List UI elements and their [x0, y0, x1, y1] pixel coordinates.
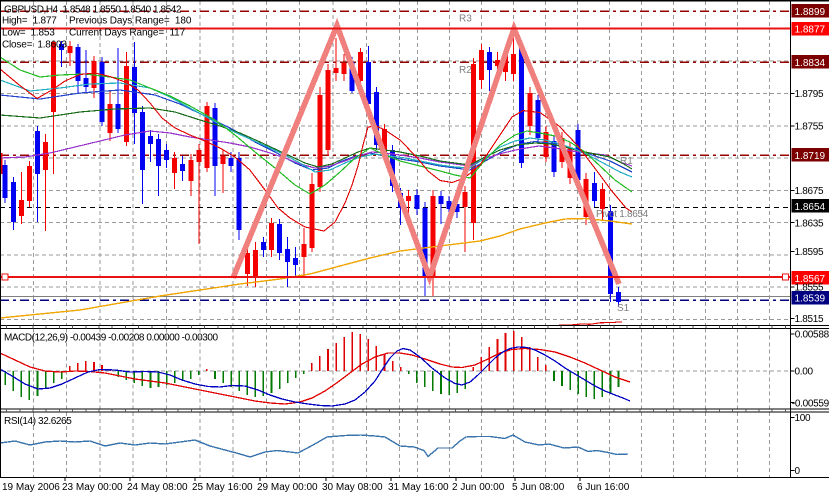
svg-text:S1: S1: [617, 303, 630, 314]
svg-text:6 Jun 16:00: 6 Jun 16:00: [577, 482, 630, 493]
svg-text:Previous Days Range= 180: Previous Days Range= 180: [69, 16, 192, 27]
svg-text:23 May 00:00: 23 May 00:00: [62, 482, 123, 493]
svg-text:R3: R3: [459, 14, 472, 25]
svg-text:1.8675: 1.8675: [795, 186, 825, 197]
svg-text:100: 100: [795, 413, 812, 424]
svg-text:25 May 16:00: 25 May 16:00: [192, 482, 253, 493]
svg-text:1.8555: 1.8555: [795, 283, 825, 294]
svg-text:R2: R2: [459, 65, 472, 76]
svg-text:GBPUSD,H4 1.8548 1.8550 1.854: GBPUSD,H4 1.8548 1.8550 1.8540 1.8542: [4, 4, 182, 15]
svg-text:Current Days Range= 117: Current Days Range= 117: [69, 28, 186, 39]
svg-text:-0.00559: -0.00559: [792, 398, 829, 409]
svg-text:2 Jun 00:00: 2 Jun 00:00: [452, 482, 505, 493]
svg-text:1.8719: 1.8719: [795, 151, 826, 162]
svg-text:19 May 2006: 19 May 2006: [2, 482, 60, 493]
svg-text:1.8834: 1.8834: [795, 58, 826, 69]
svg-text:1.8635: 1.8635: [795, 218, 825, 229]
svg-text:1.8899: 1.8899: [795, 7, 826, 18]
svg-text:Low= 1.853: Low= 1.853: [2, 28, 55, 39]
svg-text:30 May 08:00: 30 May 08:00: [322, 482, 383, 493]
svg-text:29 May 00:00: 29 May 00:00: [257, 482, 318, 493]
svg-text:R1: R1: [620, 156, 633, 167]
svg-text:1.8595: 1.8595: [795, 247, 825, 258]
svg-text:5 Jun 08:00: 5 Jun 08:00: [512, 482, 565, 493]
svg-text:RSI(14) 32.6265: RSI(14) 32.6265: [4, 416, 72, 427]
svg-text:MACD(12,26,9) -0.00439 -0.0020: MACD(12,26,9) -0.00439 -0.00208 0.00000 …: [4, 333, 218, 344]
svg-text:1.8654: 1.8654: [795, 202, 826, 213]
svg-text:1.8539: 1.8539: [795, 294, 826, 305]
svg-text:1.8795: 1.8795: [795, 89, 825, 100]
svg-text:1.8567: 1.8567: [795, 274, 826, 285]
svg-text:31 May 16:00: 31 May 16:00: [388, 482, 449, 493]
svg-text:0: 0: [795, 466, 801, 477]
svg-text:0.00: 0.00: [795, 367, 814, 378]
svg-text:Pivot 1.8654: Pivot 1.8654: [596, 209, 649, 220]
svg-text:0.00588: 0.00588: [795, 330, 829, 341]
svg-text:High= 1.877: High= 1.877: [2, 16, 57, 27]
svg-text:24 May 08:00: 24 May 08:00: [127, 482, 188, 493]
svg-text:1.8515: 1.8515: [795, 314, 825, 325]
svg-text:Close= 1.8603: Close= 1.8603: [2, 40, 67, 51]
svg-text:1.8877: 1.8877: [795, 25, 826, 36]
svg-text:1.8755: 1.8755: [795, 122, 825, 133]
